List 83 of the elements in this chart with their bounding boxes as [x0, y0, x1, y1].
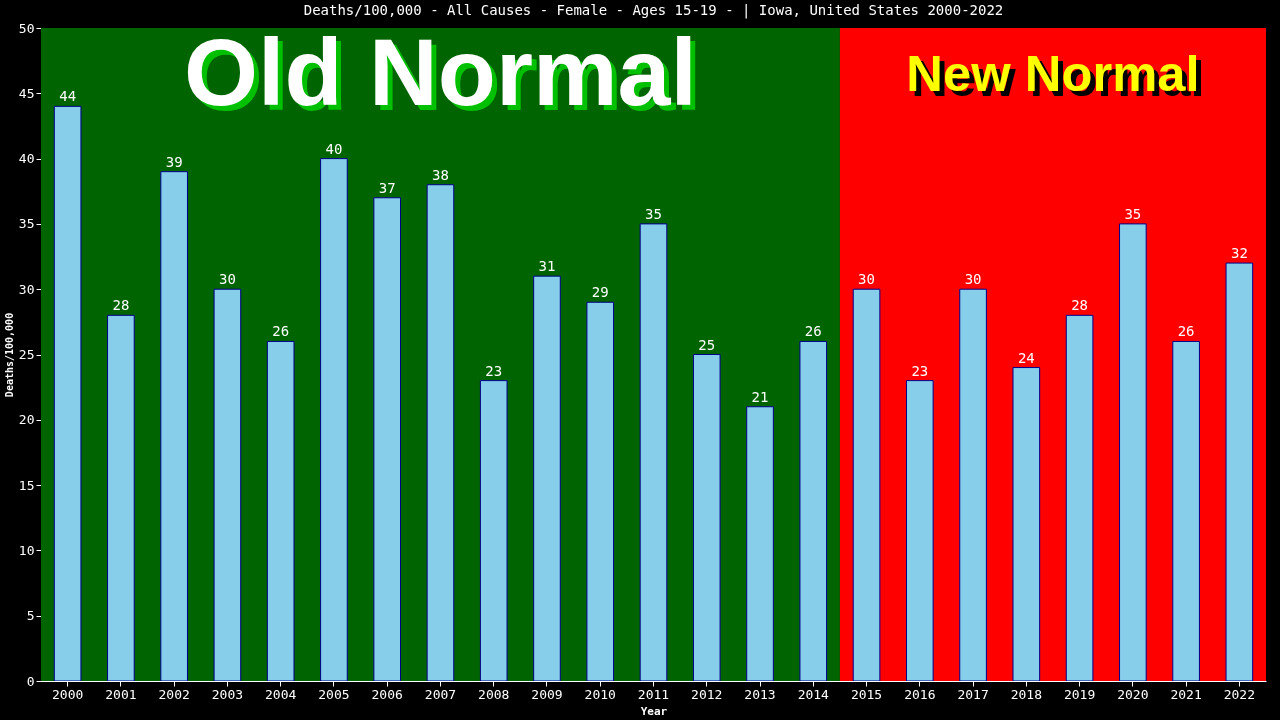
- x-tick-label: 2019: [1063, 686, 1096, 702]
- data-label: 23: [911, 362, 929, 379]
- y-tick-label: 25: [18, 347, 35, 362]
- bar: [959, 288, 987, 682]
- x-tick-label: 2013: [744, 686, 776, 702]
- x-tick-label: 2003: [211, 686, 244, 702]
- x-tick-label: 2011: [637, 686, 670, 702]
- x-tick-label: 2017: [957, 686, 989, 702]
- bar: [1225, 262, 1254, 682]
- data-label: 37: [378, 179, 396, 196]
- bar: [426, 184, 455, 682]
- data-label: 31: [538, 258, 556, 275]
- bar: [852, 288, 881, 682]
- y-tick-label: 20: [18, 412, 35, 428]
- x-tick-label: 2006: [371, 686, 403, 702]
- x-tick-label: 2009: [531, 686, 563, 702]
- y-tick-label: 15: [18, 477, 35, 493]
- bar: [533, 275, 561, 682]
- bar: [479, 380, 508, 682]
- x-tick-label: 2015: [850, 686, 883, 702]
- data-label: 44: [59, 88, 77, 105]
- data-label: 32: [1230, 245, 1248, 262]
- x-tick-label: 2007: [424, 686, 457, 702]
- y-tick-label: 30: [18, 281, 35, 297]
- bar: [1119, 223, 1147, 682]
- y-axis-title: Deaths/100,000: [3, 312, 15, 398]
- y-tick-label: 40: [18, 151, 35, 167]
- bar: [1172, 340, 1200, 682]
- x-tick-label: 2002: [158, 686, 190, 702]
- bar: [320, 158, 348, 682]
- x-tick-label: 2000: [51, 686, 84, 702]
- x-tick-label: 2005: [318, 686, 350, 702]
- x-tick-label: 2021: [1170, 686, 1202, 702]
- data-label: 28: [1071, 297, 1089, 314]
- x-tick-label: 2010: [584, 686, 616, 702]
- x-tick-label: 2001: [105, 686, 137, 702]
- data-label: 35: [1124, 205, 1142, 222]
- data-label: 30: [218, 271, 236, 288]
- bar: [266, 340, 295, 682]
- data-label: 21: [751, 388, 769, 405]
- y-tick-label: 35: [18, 216, 35, 232]
- x-tick-label: 2022: [1223, 686, 1256, 702]
- y-tick-label: 0: [26, 673, 35, 689]
- data-label: 26: [1177, 323, 1195, 340]
- x-tick-label: 2012: [691, 686, 723, 702]
- data-label: 28: [112, 297, 130, 314]
- y-tick-label: 50: [18, 20, 35, 36]
- x-tick-label: 2004: [265, 686, 297, 702]
- data-label: 39: [165, 153, 183, 170]
- chart-title: Deaths/100,000 - All Causes - Female - Ages 15-19 - | Iowa, United States 2000-2022: [303, 2, 1004, 19]
- x-tick-label: 2018: [1010, 686, 1042, 702]
- data-label: 26: [804, 323, 822, 340]
- data-label: 24: [1017, 349, 1035, 366]
- x-tick-label: 2016: [904, 686, 936, 702]
- y-tick-label: 5: [26, 608, 35, 624]
- data-label: 23: [485, 362, 503, 379]
- x-tick-label: 2014: [797, 686, 830, 702]
- bar: [692, 354, 721, 682]
- x-tick-label: 2020: [1117, 686, 1149, 702]
- bar: [53, 105, 82, 682]
- data-label: 26: [272, 323, 290, 340]
- data-label: 40: [325, 140, 343, 157]
- data-label: 35: [645, 205, 662, 222]
- data-label: 29: [591, 284, 609, 301]
- y-tick-label: 10: [18, 542, 35, 558]
- bar: [373, 197, 402, 682]
- bar: [746, 406, 774, 682]
- bar: [107, 314, 135, 682]
- bar: [1012, 367, 1041, 682]
- bar: [160, 171, 188, 682]
- data-label: 30: [858, 271, 875, 288]
- data-label: 30: [964, 271, 982, 288]
- x-axis-title: Year: [640, 704, 668, 718]
- data-label: 38: [432, 166, 449, 183]
- bar: [905, 380, 934, 682]
- bar: [586, 301, 615, 682]
- bar: [639, 223, 668, 682]
- bar: [1065, 314, 1094, 682]
- data-label: 25: [698, 336, 716, 353]
- y-tick-label: 45: [18, 85, 35, 101]
- bar: [799, 340, 828, 682]
- x-tick-label: 2008: [478, 686, 510, 702]
- bar: [213, 288, 242, 682]
